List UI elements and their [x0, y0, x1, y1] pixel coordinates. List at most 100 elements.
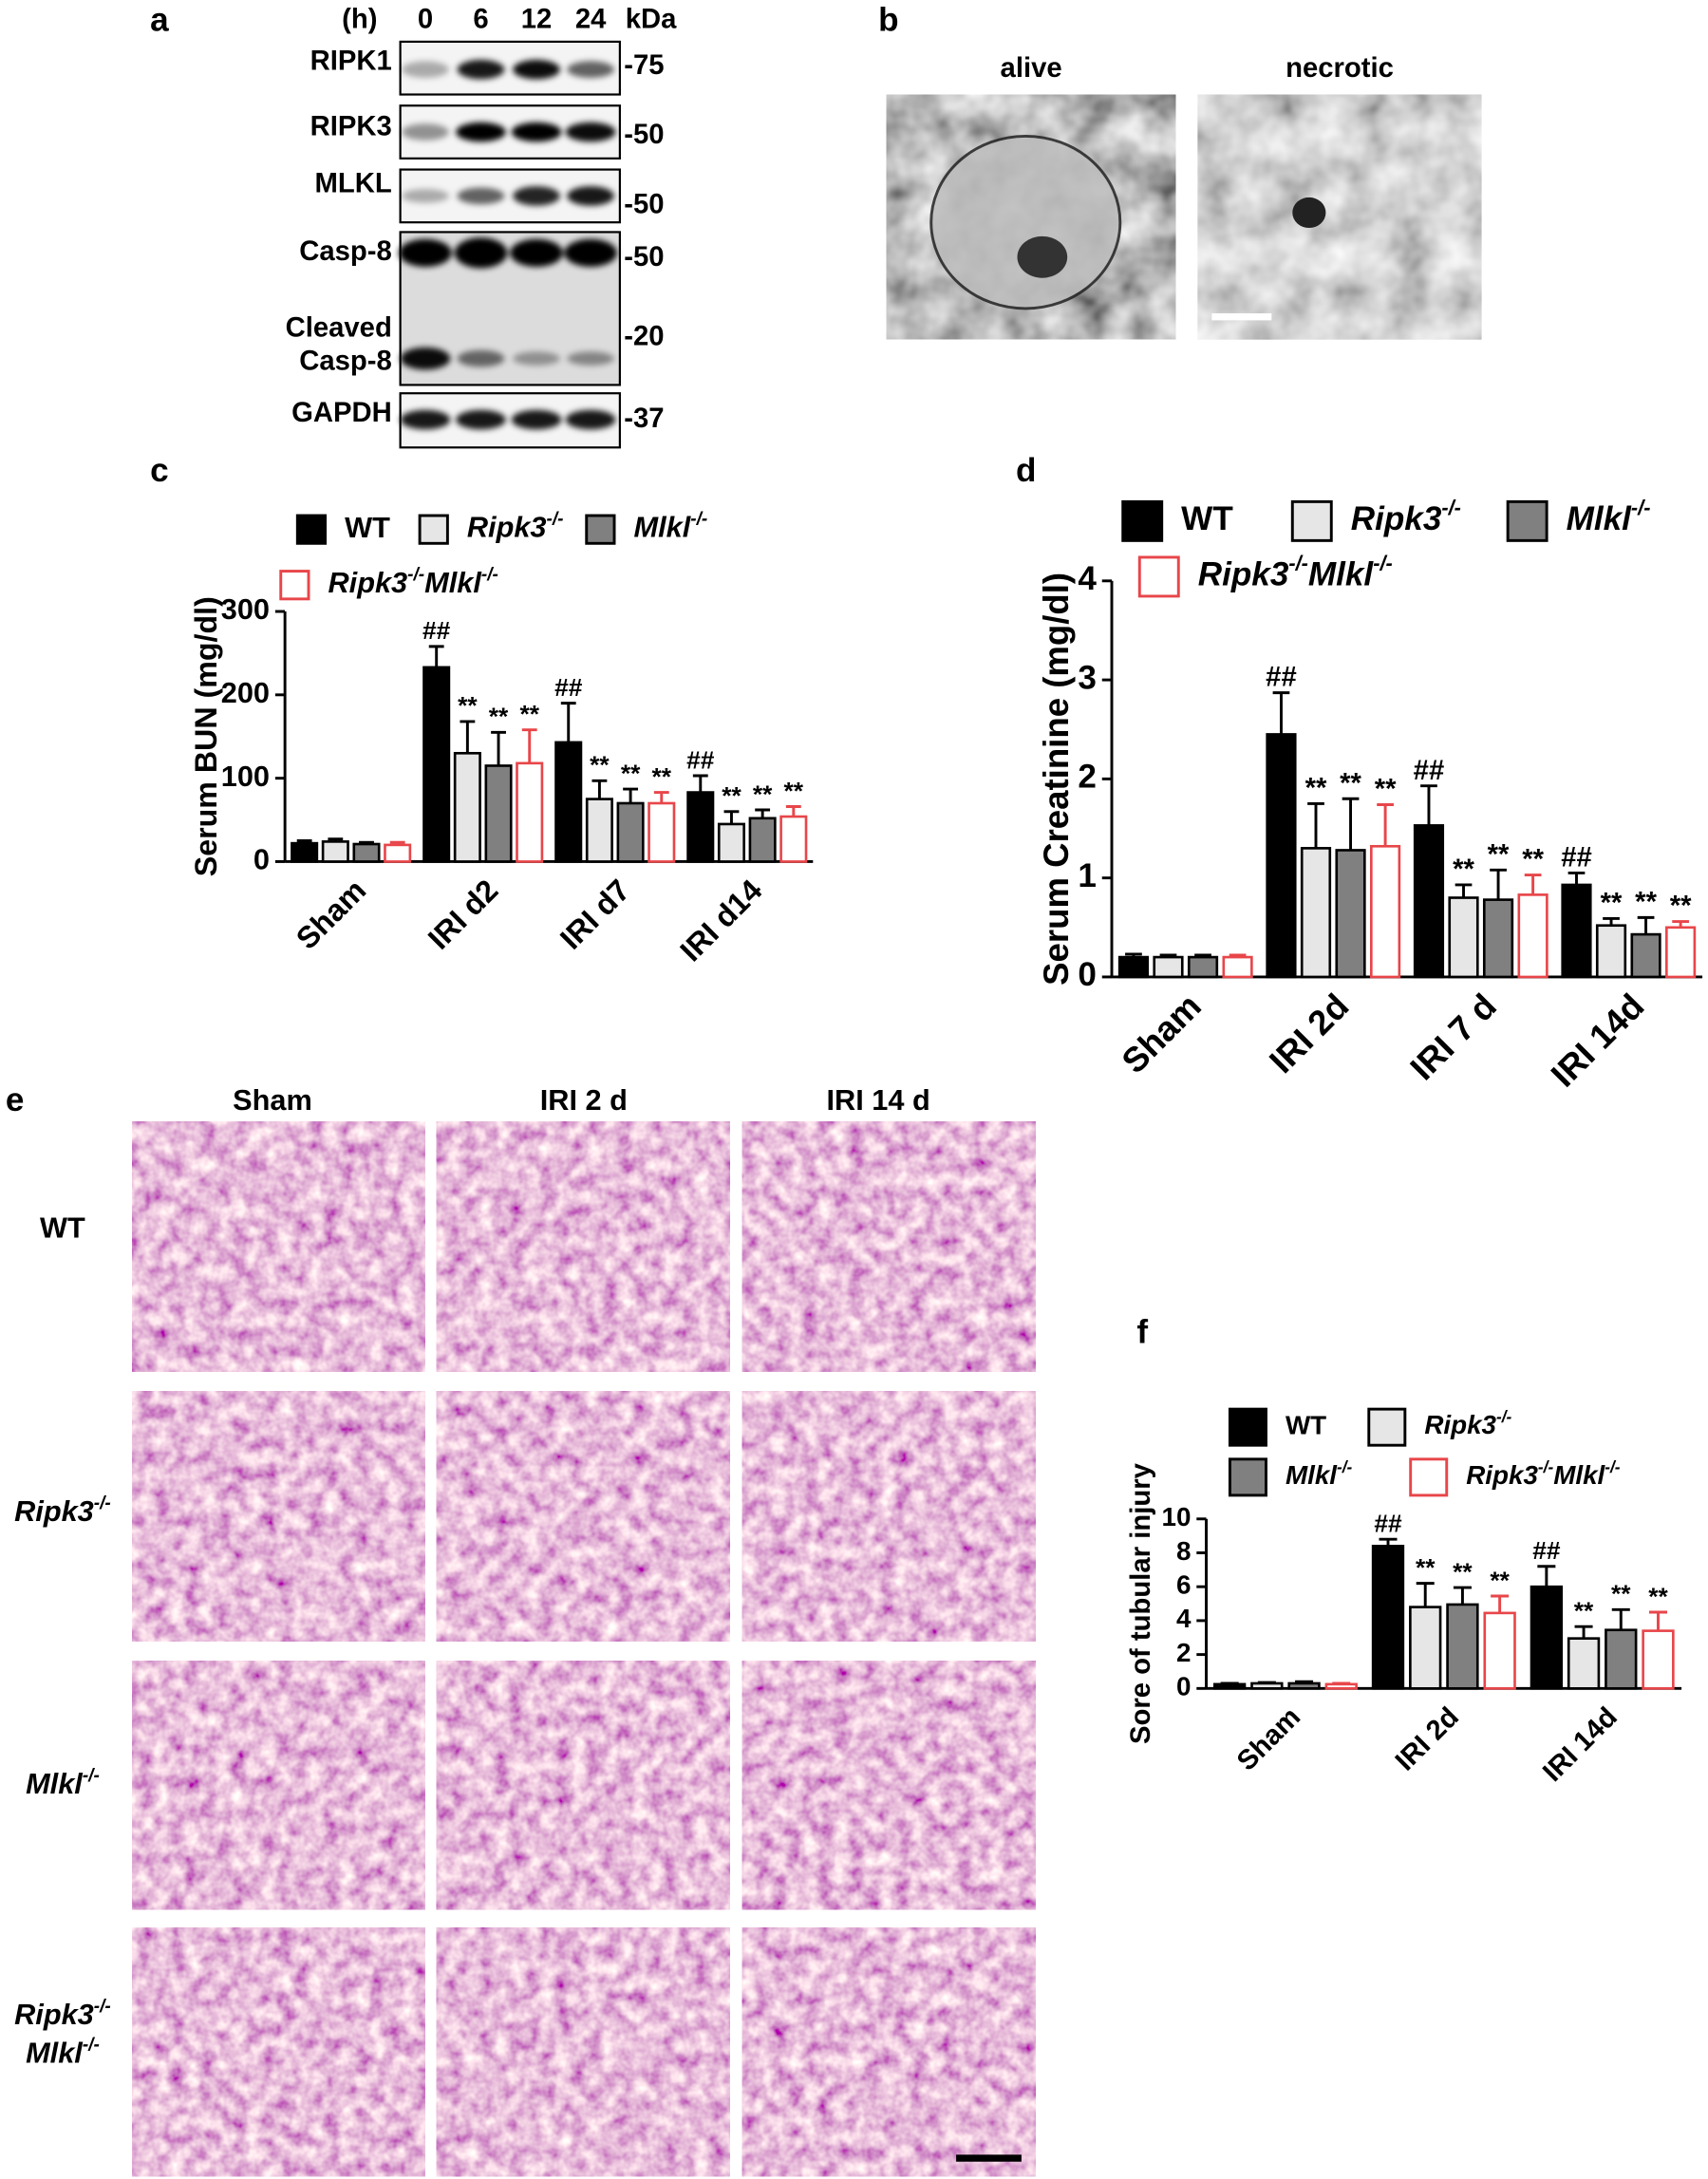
significance-mark: ##: [422, 616, 451, 645]
legend-label: Ripk3-/-Mlkl-/-: [1198, 552, 1393, 593]
legend-swatch: [1290, 499, 1333, 542]
mw-label: -50: [624, 242, 664, 272]
panel-letter: d: [1016, 452, 1036, 489]
bar: [585, 798, 613, 863]
y-axis-label: Serum BUN (mg/dl): [189, 596, 223, 876]
mw-unit: kDa: [626, 5, 677, 35]
bar: [1413, 824, 1445, 979]
legend-swatch: [1121, 499, 1164, 542]
bar: [1300, 847, 1332, 979]
timepoint: 12: [521, 5, 553, 35]
significance-mark: **: [1453, 1557, 1473, 1586]
nucleus: [929, 134, 1122, 310]
protein-label: Casp-8: [299, 347, 392, 377]
y-tick-label: 0: [1078, 956, 1097, 993]
mw-label: -20: [624, 321, 664, 351]
bar: [1370, 844, 1401, 979]
histology-image: [131, 1659, 427, 1911]
bar: [453, 751, 481, 863]
histology-image: [131, 1925, 427, 2178]
column-header: Sham: [233, 1083, 312, 1117]
bar: [1448, 896, 1479, 979]
y-tick-label: 200: [221, 676, 270, 709]
x-tick-label: IRI d14: [673, 873, 768, 967]
bar: [686, 791, 715, 863]
y-tick-label: 1: [1078, 857, 1097, 894]
x-tick-label: IRI 14d: [1537, 1701, 1623, 1787]
bar: [384, 843, 412, 863]
panel-letter: a: [150, 2, 169, 39]
significance-mark: **: [458, 691, 478, 720]
bar: [717, 822, 745, 863]
bar: [1187, 955, 1219, 979]
timepoint: 24: [575, 5, 607, 35]
histology-image: [741, 1659, 1037, 1911]
legend-label: Mlkl-/-: [634, 509, 708, 544]
mw-label: -37: [624, 404, 664, 434]
bar: [352, 842, 381, 863]
legend-label: WT: [1286, 1411, 1326, 1440]
significance-mark: **: [753, 780, 773, 808]
row-label: Ripk3-/-: [14, 1493, 111, 1528]
significance-mark: **: [652, 762, 672, 791]
row-label: Mlkl-/-: [26, 1765, 100, 1800]
significance-mark: **: [1635, 887, 1657, 917]
bar: [516, 761, 544, 863]
protein-label: Cleaved: [286, 313, 392, 344]
bar: [1605, 1628, 1638, 1690]
row-label: Ripk3-/-: [14, 1996, 111, 2031]
legend-swatch: [279, 570, 310, 601]
protein-label: Casp-8: [299, 236, 392, 267]
protein-label: RIPK3: [310, 111, 392, 141]
histology-image: [435, 1390, 731, 1643]
significance-mark: **: [1305, 774, 1327, 804]
y-tick-label: 6: [1176, 1570, 1191, 1600]
legend-swatch: [1137, 555, 1180, 598]
significance-mark: **: [1522, 845, 1544, 875]
x-tick-label: IRI d2: [422, 873, 504, 955]
significance-mark: ##: [554, 673, 583, 702]
x-tick-label: Sham: [290, 873, 372, 955]
protein-label: GAPDH: [291, 398, 392, 428]
column-header: IRI 14 d: [826, 1083, 929, 1117]
protein-label: RIPK1: [310, 47, 392, 77]
bar: [1324, 1682, 1358, 1690]
bar: [554, 741, 583, 863]
y-axis-label: Serum Creatinine (mg/dl): [1037, 573, 1076, 986]
bar: [291, 841, 319, 863]
panel-letter: b: [878, 2, 898, 39]
y-tick-label: 10: [1162, 1502, 1192, 1531]
mw-label: -75: [624, 50, 664, 81]
bar: [422, 666, 451, 863]
histology-image: [435, 1659, 731, 1911]
bar: [748, 817, 777, 863]
histology-image: [741, 1925, 1037, 2178]
significance-mark: **: [1453, 855, 1474, 885]
legend-swatch: [1228, 1457, 1267, 1497]
x-tick-label: Sham: [1231, 1701, 1306, 1776]
panel-letter: f: [1136, 1313, 1148, 1350]
bar: [1482, 898, 1514, 979]
micrograph-label: necrotic: [1286, 53, 1394, 84]
y-tick-label: 300: [221, 592, 270, 626]
bar: [1287, 1681, 1321, 1690]
legend-swatch: [1367, 1407, 1407, 1447]
significance-mark: ##: [1374, 1510, 1402, 1538]
significance-mark: **: [1574, 1596, 1594, 1625]
column-header: IRI 2 d: [540, 1083, 628, 1117]
mw-label: -50: [624, 120, 664, 150]
significance-mark: **: [1611, 1580, 1631, 1608]
histology-image: [741, 1390, 1037, 1643]
panel-letter: c: [150, 452, 169, 489]
bar: [616, 801, 645, 863]
time-unit: (h): [342, 5, 377, 35]
significance-mark: **: [1490, 1566, 1510, 1594]
bar: [1446, 1603, 1479, 1690]
bar: [1561, 883, 1592, 979]
micrograph-label: alive: [1001, 53, 1062, 84]
x-tick-label: IRI 2d: [1262, 986, 1356, 1080]
legend-label: WT: [345, 511, 390, 544]
x-tick-label: IRI 2d: [1390, 1701, 1465, 1776]
legend-label: Ripk3-/-Mlkl-/-: [328, 565, 498, 600]
significance-mark: **: [489, 703, 509, 731]
